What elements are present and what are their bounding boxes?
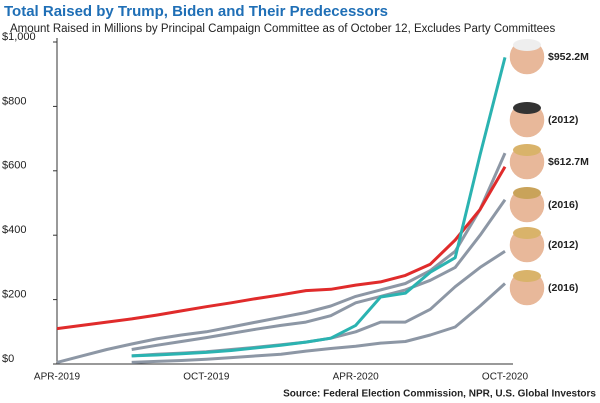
y-tick-label: $200 [2, 289, 26, 301]
legend-portrait-hair [513, 270, 541, 282]
series-line [131, 282, 507, 364]
source: Source: Federal Election Commission, NPR… [283, 389, 596, 400]
legend-item: $952.2M [508, 38, 589, 76]
x-tick-label: OCT-2019 [183, 372, 230, 383]
legend-label: (2012) [548, 239, 578, 251]
y-tick-label: $400 [2, 224, 26, 236]
legend-item: (2016) [508, 186, 578, 224]
legend-portrait-hair [513, 187, 541, 199]
series-line [131, 57, 507, 358]
legend-label: (2016) [548, 199, 578, 211]
legend-label: $612.7M [548, 156, 589, 168]
series-line [56, 165, 507, 331]
x-tick-label: OCT-2020 [482, 372, 529, 383]
legend-portrait-hair [513, 227, 541, 239]
x-tick-label: APR-2020 [333, 372, 380, 383]
legend-item: (2016) [508, 269, 578, 307]
legend-item: (2012) [508, 226, 578, 264]
legend-portrait-hair [513, 39, 541, 51]
legend-label: (2012) [548, 114, 578, 126]
x-tick-label: APR-2019 [34, 372, 81, 383]
legend-label: (2016) [548, 282, 578, 294]
legend-portrait-hair [513, 102, 541, 114]
y-tick-label: $1,000 [2, 31, 36, 43]
legend-label: $952.2M [548, 51, 589, 63]
legend-portrait-hair [513, 144, 541, 156]
chart-subtitle: Amount Raised in Millions by Principal C… [10, 23, 555, 35]
legend-item: $612.7M [508, 143, 589, 181]
y-tick-label: $800 [2, 95, 26, 107]
y-tick-label: $0 [2, 353, 14, 365]
legend-item: (2012) [508, 101, 578, 139]
chart-title: Total Raised by Trump, Biden and Their P… [4, 3, 388, 20]
series-line [131, 198, 507, 351]
y-tick-label: $600 [2, 160, 26, 172]
